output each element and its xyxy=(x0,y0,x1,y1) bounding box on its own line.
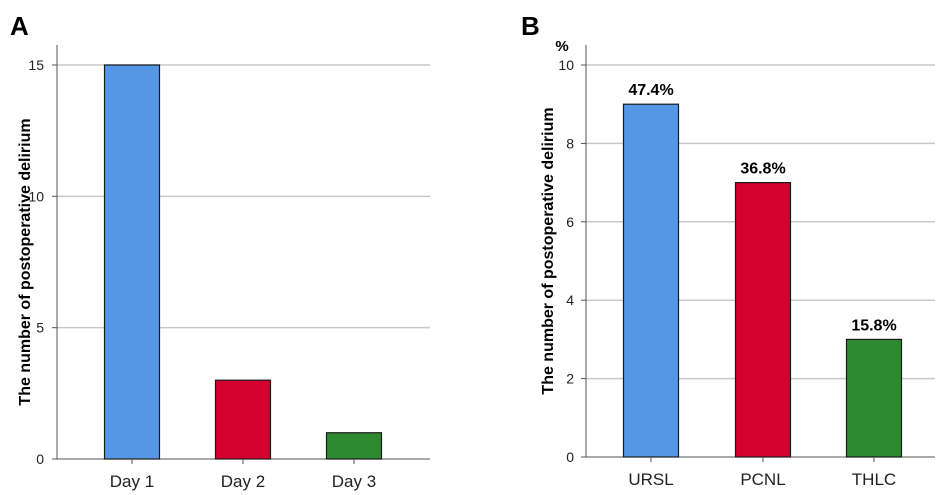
x-tick-label: PCNL xyxy=(740,470,785,489)
bar-day-2 xyxy=(216,380,271,459)
x-tick-label: Day 2 xyxy=(221,472,265,491)
y-axis-title: The number of postoperative delirium xyxy=(17,118,34,405)
data-label: 47.4% xyxy=(628,82,673,99)
x-tick-label: THLC xyxy=(852,470,896,489)
y-tick-label: 0 xyxy=(36,451,44,467)
panel-label-b: B xyxy=(521,11,540,41)
x-tick-label: Day 3 xyxy=(332,472,376,491)
y-tick-label: 8 xyxy=(566,135,574,151)
y-tick-label: 6 xyxy=(566,214,574,230)
data-label: 36.8% xyxy=(740,161,785,178)
bar-day-3 xyxy=(327,433,382,459)
y-tick-label: 10 xyxy=(558,57,574,73)
data-label: 15.8% xyxy=(851,317,896,334)
y-tick-label: 4 xyxy=(566,292,574,308)
y-tick-label: 5 xyxy=(36,320,44,336)
bar-ursl xyxy=(624,104,679,457)
y-unit-label: % xyxy=(555,38,568,55)
y-tick-label: 2 xyxy=(566,371,574,387)
bar-pcnl xyxy=(736,183,791,457)
x-tick-label: Day 1 xyxy=(110,472,154,491)
panel-label-a: A xyxy=(10,11,29,41)
bar-day-1 xyxy=(105,65,160,459)
y-axis-title: The number of postoperative delirium xyxy=(540,107,557,394)
y-tick-label: 15 xyxy=(28,57,44,73)
x-tick-label: URSL xyxy=(628,470,673,489)
bar-thlc xyxy=(847,339,902,457)
y-tick-label: 0 xyxy=(566,449,574,465)
